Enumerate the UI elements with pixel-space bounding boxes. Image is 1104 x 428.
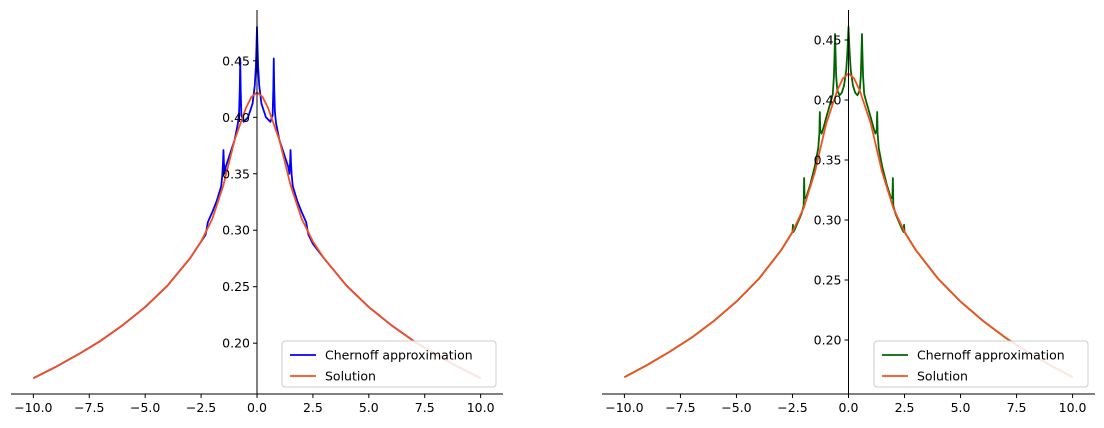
legend: Chernoff approximation Solution <box>281 340 497 388</box>
x-tick-label: 2.5 <box>895 400 915 415</box>
y-tick-label: 0.25 <box>222 279 250 294</box>
x-tick-label: 10.0 <box>467 400 495 415</box>
legend-label: Chernoff approximation <box>917 348 1065 363</box>
x-tick-label: −2.5 <box>777 400 807 415</box>
y-tick-label: 0.20 <box>814 333 842 348</box>
x-tick-label: 2.5 <box>303 400 323 415</box>
y-tick-label: 0.35 <box>814 153 842 168</box>
x-tick-label: −10.0 <box>605 400 643 415</box>
y-tick-label: 0.45 <box>814 33 842 48</box>
y-tick-label: 0.35 <box>222 166 250 181</box>
x-tick-label: −10.0 <box>14 400 52 415</box>
x-tick-label: 7.5 <box>1007 400 1027 415</box>
chart-panel-2: −10.0 −7.5 −5.0 −2.5 0.0 2.5 5.0 7.5 10.0 0.20 0.2… <box>602 10 1095 415</box>
x-tick-label: 5.0 <box>359 400 379 415</box>
chart-panel-1: −10.0 −7.5 −5.0 −2.5 0.0 2.5 5.0 7.5 10.0 0.20 0.2… <box>11 10 503 415</box>
y-tick-label: 0.45 <box>222 53 250 68</box>
y-tick-label: 0.20 <box>222 336 250 351</box>
legend-box <box>873 340 1089 388</box>
legend-label: Chernoff approximation <box>325 348 473 363</box>
y-tick-label: 0.25 <box>814 273 842 288</box>
x-tick-label: 10.0 <box>1059 400 1087 415</box>
x-tick-label: 0.0 <box>839 400 859 415</box>
legend-box <box>281 340 497 388</box>
y-tick-label: 0.30 <box>814 213 842 228</box>
legend-label: Solution <box>917 369 968 384</box>
x-tick-label: −7.5 <box>665 400 695 415</box>
legend-label: Solution <box>325 369 376 384</box>
x-tick-label: −7.5 <box>74 400 104 415</box>
x-tick-label: 5.0 <box>951 400 971 415</box>
y-tick-label: 0.40 <box>222 110 250 125</box>
x-tick-label: −2.5 <box>186 400 216 415</box>
x-tick-label: 0.0 <box>247 400 267 415</box>
y-tick-label: 0.40 <box>814 93 842 108</box>
y-tick-label: 0.30 <box>222 223 250 238</box>
x-tick-label: −5.0 <box>721 400 751 415</box>
x-tick-label: −5.0 <box>130 400 160 415</box>
x-tick-label: 7.5 <box>415 400 435 415</box>
legend: Chernoff approximation Solution <box>873 340 1089 388</box>
